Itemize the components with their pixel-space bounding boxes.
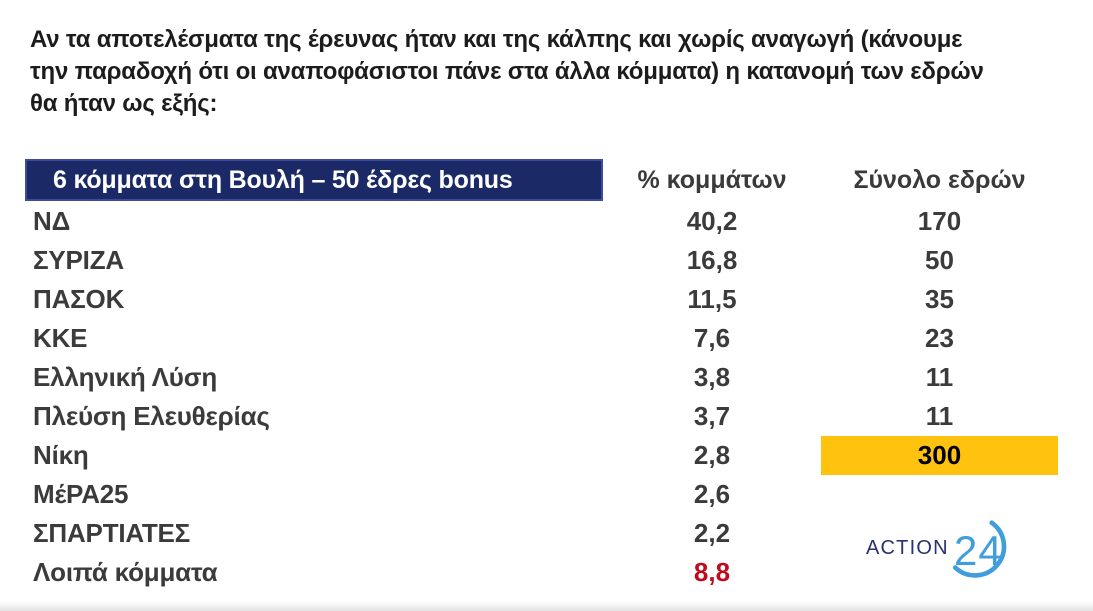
table-row: Πλεύση Ελευθερίας 3,7 11 <box>25 397 1058 436</box>
table-row: ΠΑΣΟΚ 11,5 35 <box>25 280 1058 319</box>
party-percent: 40,2 <box>686 206 738 236</box>
party-percent: 16,8 <box>686 245 738 275</box>
party-name: ΚΚΕ <box>33 323 88 353</box>
column-header-percent: % κομμάτων <box>637 165 787 194</box>
party-name: Ελληνική Λύση <box>33 362 218 392</box>
party-seats: 170 <box>917 206 962 236</box>
table-row: ΜέΡΑ25 2,6 <box>25 475 1058 514</box>
table-row: ΚΚΕ 7,6 23 <box>25 319 1058 358</box>
party-name: ΠΑΣΟΚ <box>33 284 125 314</box>
party-name: Νίκη <box>33 440 89 470</box>
party-name: Λοιπά κόμματα <box>33 557 218 587</box>
party-name: ΜέΡΑ25 <box>33 479 129 509</box>
party-seats: 11 <box>925 362 954 392</box>
other-parties-percent: 8,8 <box>693 557 731 587</box>
intro-text: Αν τα αποτελέσματα της έρευνας ήταν και … <box>30 24 984 120</box>
party-percent: 2,6 <box>693 479 731 509</box>
action24-logo-text: ACTION <box>866 537 949 559</box>
party-name: Πλεύση Ελευθερίας <box>33 401 270 431</box>
action24-logo: ACTION 24 <box>858 510 1038 600</box>
table-row: Λοιπά κόμματα 8,8 <box>25 553 1058 592</box>
seat-distribution-table: 6 κόμματα στη Βουλή – 50 έδρες bonus % κ… <box>25 158 1058 592</box>
table-row: Ελληνική Λύση 3,8 11 <box>25 358 1058 397</box>
table-header-row: 6 κόμματα στη Βουλή – 50 έδρες bonus % κ… <box>25 158 1058 202</box>
party-seats: 50 <box>925 245 954 275</box>
table-row: ΝΔ 40,2 170 <box>25 202 1058 241</box>
party-name: ΣΥΡΙΖΑ <box>33 245 124 275</box>
party-percent: 11,5 <box>687 284 737 314</box>
total-seats-highlight: 300 <box>821 436 1058 475</box>
party-name: ΣΠΑΡΤΙΑΤΕΣ <box>33 518 191 548</box>
action24-logo-arc-icon <box>952 520 1007 578</box>
intro-line: θα ήταν ως εξής: <box>30 90 218 117</box>
party-seats: 35 <box>925 284 954 314</box>
party-percent: 3,8 <box>693 362 731 392</box>
table-row: Νίκη 2,8 300 <box>25 436 1058 475</box>
bottom-edge-shadow <box>0 601 1093 611</box>
table-title-bar: 6 κόμματα στη Βουλή – 50 έδρες bonus <box>25 159 603 201</box>
intro-line: την παραδοχή ότι οι αναποφάσιστοι πάνε σ… <box>30 58 984 85</box>
table-row: ΣΥΡΙΖΑ 16,8 50 <box>25 241 1058 280</box>
column-header-seats: Σύνολο εδρών <box>853 165 1026 194</box>
party-seats: 11 <box>925 401 954 431</box>
party-percent: 2,2 <box>693 518 731 548</box>
party-percent: 2,8 <box>693 440 731 470</box>
party-name: ΝΔ <box>33 206 71 236</box>
party-seats: 23 <box>925 323 954 353</box>
party-percent: 7,6 <box>693 323 731 353</box>
intro-line: Αν τα αποτελέσματα της έρευνας ήταν και … <box>30 26 963 53</box>
table-row: ΣΠΑΡΤΙΑΤΕΣ 2,2 <box>25 514 1058 553</box>
party-percent: 3,7 <box>693 401 731 431</box>
